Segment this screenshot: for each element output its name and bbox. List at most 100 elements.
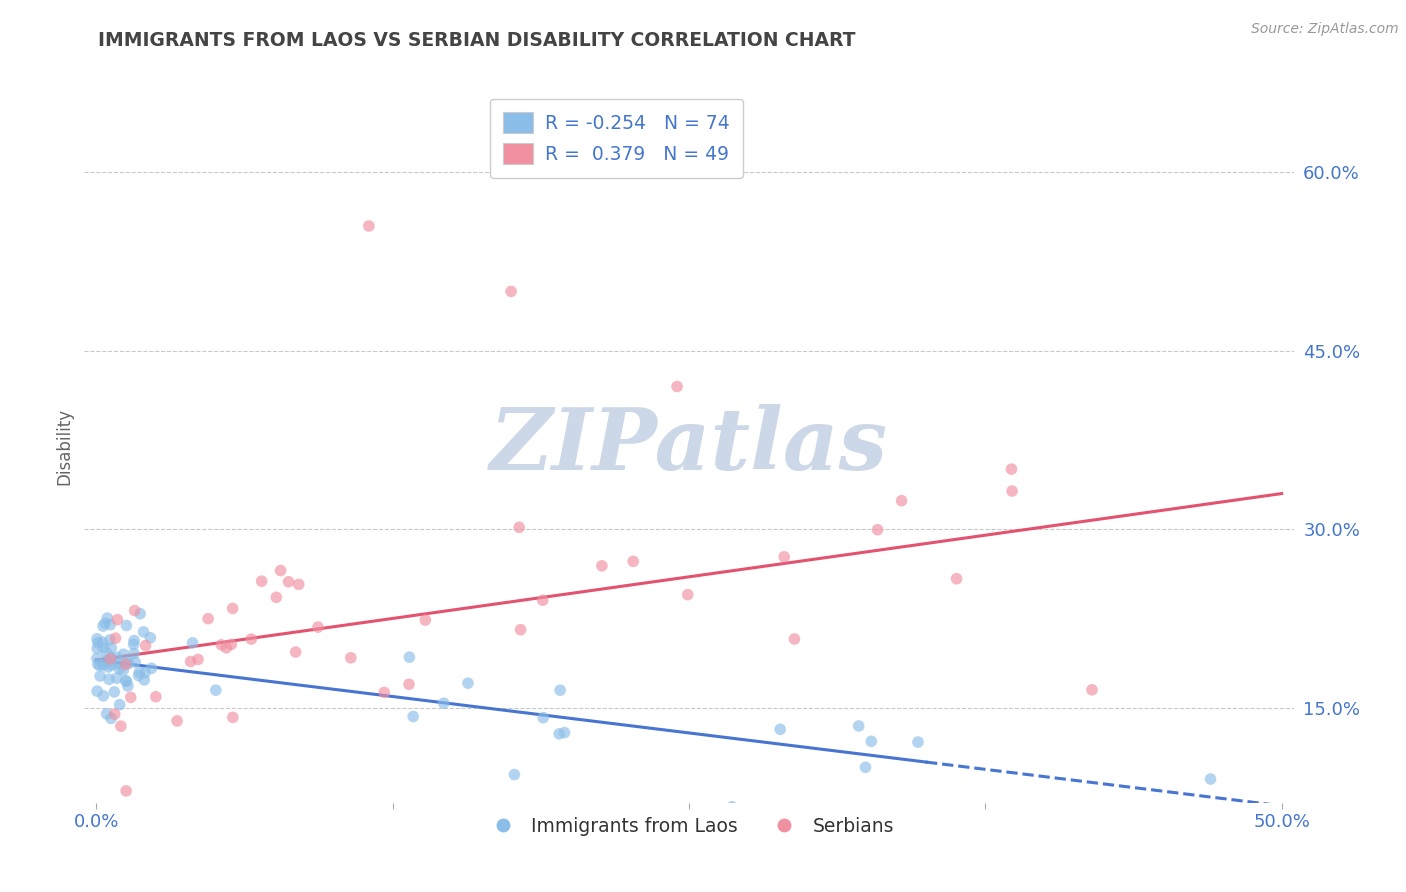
Point (104, 707, 127, 722)
Point (128, 665, 150, 680)
Point (240, 632, 263, 646)
Point (115, 784, 138, 798)
Point (287, 577, 309, 591)
Point (114, 673, 136, 688)
Point (117, 657, 139, 671)
Point (145, 690, 167, 704)
Point (93, 640, 115, 655)
Point (773, 549, 796, 564)
Point (86, 632, 108, 646)
Point (110, 719, 132, 733)
Point (855, 760, 877, 774)
Point (100, 654, 122, 668)
Point (128, 668, 150, 682)
Point (103, 685, 125, 699)
Point (266, 591, 288, 605)
Point (134, 673, 156, 687)
Point (112, 647, 135, 661)
Point (120, 690, 142, 705)
Legend: Immigrants from Laos, Serbians: Immigrants from Laos, Serbians (477, 809, 901, 843)
Point (100, 711, 122, 725)
Point (554, 725, 576, 739)
Point (100, 652, 122, 666)
Point (132, 624, 155, 639)
Point (866, 523, 889, 537)
Point (783, 632, 806, 646)
Point (139, 631, 162, 645)
Text: Source: ZipAtlas.com: Source: ZipAtlas.com (1251, 22, 1399, 37)
Point (141, 661, 163, 675)
Point (591, 558, 613, 573)
Point (94, 616, 117, 631)
Point (108, 662, 131, 676)
Point (87, 635, 110, 649)
Point (398, 677, 420, 691)
Point (945, 572, 967, 586)
Point (124, 655, 146, 669)
Point (86, 651, 108, 665)
Point (105, 671, 128, 685)
Point (897, 805, 920, 820)
Text: IMMIGRANTS FROM LAOS VS SERBIAN DISABILITY CORRELATION CHART: IMMIGRANTS FROM LAOS VS SERBIAN DISABILI… (98, 31, 856, 50)
Point (86, 641, 108, 656)
Point (108, 698, 131, 712)
Point (114, 657, 136, 672)
Point (112, 663, 135, 677)
Text: ZIPatlas: ZIPatlas (489, 404, 889, 488)
Point (96, 646, 118, 660)
Point (531, 593, 554, 607)
Point (277, 574, 299, 589)
Point (98, 673, 121, 687)
Point (100, 650, 122, 665)
Point (205, 683, 228, 698)
Point (89, 658, 111, 673)
Point (93, 657, 115, 672)
Point (122, 637, 145, 651)
Point (197, 612, 219, 626)
Point (215, 640, 238, 655)
Point (721, 799, 744, 814)
Point (398, 650, 420, 665)
Point (270, 564, 292, 578)
Point (166, 714, 188, 728)
Point (100, 658, 122, 673)
Point (100, 640, 122, 655)
Point (221, 601, 243, 615)
Point (676, 588, 699, 602)
Point (415, 613, 437, 627)
Point (1001, 484, 1024, 499)
Y-axis label: Disability: Disability (55, 408, 73, 484)
Point (848, 719, 870, 733)
Point (96, 706, 118, 721)
Point (284, 645, 307, 659)
Point (91, 619, 114, 633)
Point (98, 632, 121, 647)
Point (180, 655, 202, 669)
Point (433, 696, 456, 710)
Point (181, 636, 204, 650)
Point (124, 604, 146, 618)
Point (769, 723, 792, 737)
Point (373, 685, 395, 699)
Point (108, 657, 131, 671)
Point (1000, 462, 1022, 476)
Point (457, 676, 479, 690)
Point (340, 650, 363, 665)
Point (298, 831, 321, 846)
Point (187, 652, 209, 666)
Point (122, 633, 145, 648)
Point (97, 660, 120, 674)
Point (402, 709, 425, 723)
Point (89, 669, 111, 683)
Point (105, 613, 128, 627)
Point (531, 711, 554, 725)
Point (222, 710, 245, 724)
Point (87, 657, 110, 672)
Point (907, 735, 929, 749)
Point (228, 820, 250, 834)
Point (104, 631, 127, 645)
Point (129, 607, 152, 621)
Point (307, 620, 329, 634)
Point (96, 611, 118, 625)
Point (1199, 772, 1222, 786)
